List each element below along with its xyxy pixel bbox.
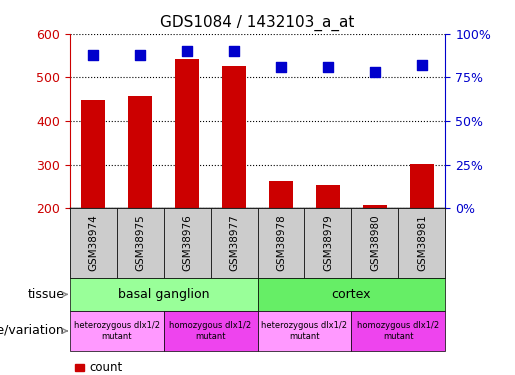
Text: GSM38977: GSM38977: [229, 214, 239, 271]
Bar: [175, 58, 199, 208]
Point: [136, 52, 144, 58]
Point: [371, 69, 379, 75]
Point: [89, 52, 97, 58]
Title: GDS1084 / 1432103_a_at: GDS1084 / 1432103_a_at: [160, 15, 355, 31]
Text: count: count: [89, 361, 123, 374]
Point: [418, 62, 426, 68]
Bar: [128, 96, 152, 208]
Point: [183, 48, 191, 54]
Text: genotype/variation: genotype/variation: [0, 324, 64, 338]
Text: GSM38974: GSM38974: [88, 214, 98, 271]
Text: heterozygous dlx1/2
mutant: heterozygous dlx1/2 mutant: [262, 321, 348, 340]
Bar: [316, 184, 340, 208]
Bar: [410, 164, 434, 208]
Point: [277, 64, 285, 70]
Point: [230, 48, 238, 54]
Text: GSM38979: GSM38979: [323, 214, 333, 271]
Bar: [363, 205, 387, 208]
Text: heterozygous dlx1/2
mutant: heterozygous dlx1/2 mutant: [74, 321, 160, 340]
Text: tissue: tissue: [27, 288, 64, 301]
Text: homozygous dlx1/2
mutant: homozygous dlx1/2 mutant: [169, 321, 251, 340]
Text: GSM38978: GSM38978: [276, 214, 286, 271]
Text: GSM38981: GSM38981: [417, 214, 427, 271]
Bar: [269, 181, 293, 208]
Text: homozygous dlx1/2
mutant: homozygous dlx1/2 mutant: [357, 321, 439, 340]
Text: basal ganglion: basal ganglion: [118, 288, 209, 301]
Text: cortex: cortex: [332, 288, 371, 301]
Text: GSM38976: GSM38976: [182, 214, 192, 271]
Bar: [81, 100, 105, 208]
Text: GSM38980: GSM38980: [370, 214, 380, 271]
Text: GSM38975: GSM38975: [135, 214, 145, 271]
Point: [324, 64, 332, 70]
Bar: [222, 66, 246, 208]
